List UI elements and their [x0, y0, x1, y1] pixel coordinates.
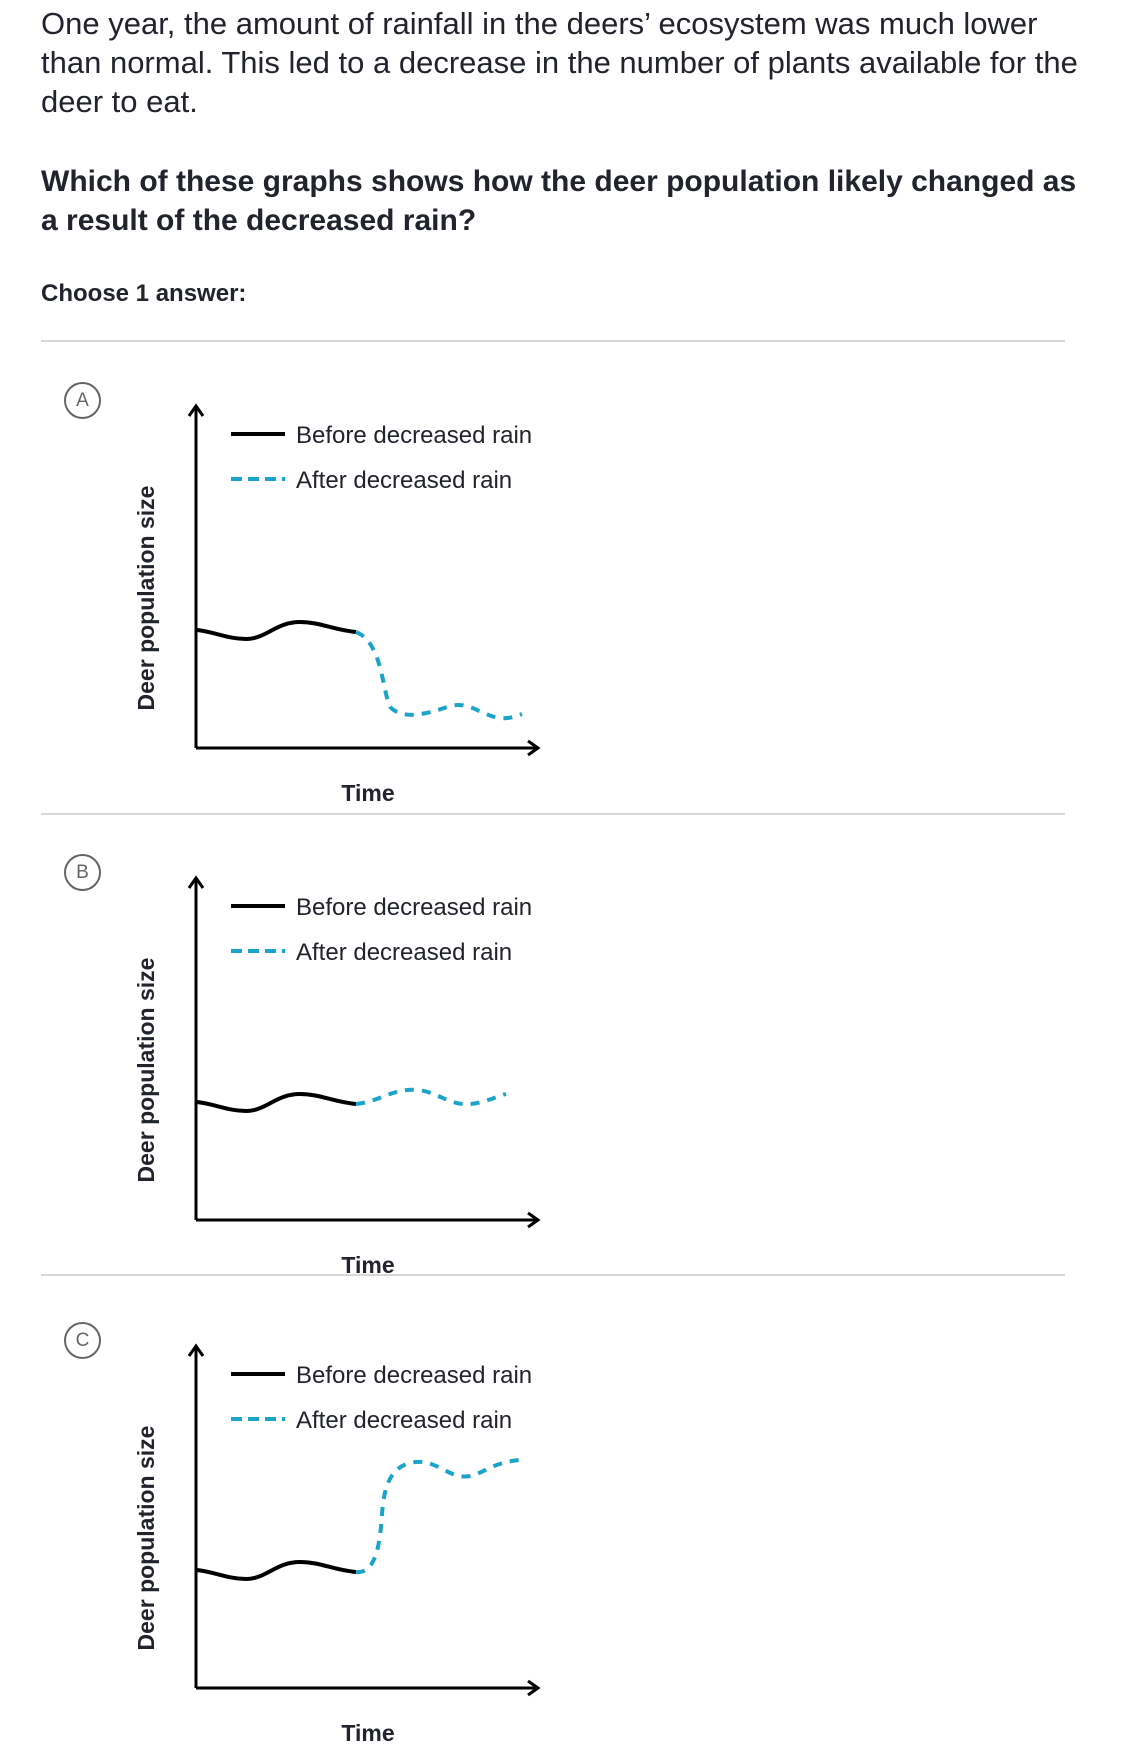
choice-letter-b[interactable]: B — [64, 854, 101, 891]
after-line — [355, 1458, 521, 1574]
after-line — [355, 630, 523, 721]
x-axis-arrow — [527, 739, 541, 757]
x-axis-label: Time — [341, 1720, 394, 1744]
y-axis-arrow — [187, 1343, 205, 1357]
graph-a: Before decreased rain After decreased ra… — [133, 403, 541, 804]
answer-choice-b[interactable]: B Before decreased rain After decreased … — [0, 822, 1142, 1287]
legend-before-label: Before decreased rain — [296, 422, 532, 449]
after-line — [355, 1087, 507, 1107]
x-axis-arrow — [527, 1679, 541, 1697]
intro-text: One year, the amount of rainfall in the … — [41, 6, 1078, 119]
divider — [41, 813, 1065, 815]
divider — [41, 1274, 1065, 1276]
before-line — [196, 1559, 357, 1582]
legend-after-label: After decreased rain — [296, 467, 512, 494]
divider — [41, 340, 1065, 342]
choice-letter-a[interactable]: A — [64, 382, 101, 419]
y-axis-arrow — [187, 403, 205, 417]
y-axis-label: Deer population size — [133, 958, 159, 1183]
choose-label: Choose 1 answer: — [41, 280, 247, 307]
choice-letter-c[interactable]: C — [64, 1322, 101, 1359]
y-axis-label: Deer population size — [133, 486, 159, 711]
legend-before-label: Before decreased rain — [296, 1362, 532, 1389]
x-axis-label: Time — [341, 780, 394, 804]
x-axis-arrow — [527, 1211, 541, 1229]
x-axis-label: Time — [341, 1252, 394, 1276]
y-axis-arrow — [187, 875, 205, 889]
legend-after-label: After decreased rain — [296, 939, 512, 966]
graph-b: Before decreased rain After decreased ra… — [133, 875, 541, 1276]
legend-before-label: Before decreased rain — [296, 894, 532, 921]
legend-after-label: After decreased rain — [296, 1407, 512, 1434]
question-text: Which of these graphs shows how the deer… — [41, 165, 1077, 237]
before-line — [196, 619, 357, 642]
before-line — [196, 1091, 357, 1114]
y-axis-label: Deer population size — [133, 1426, 159, 1651]
answer-choice-a[interactable]: A Before decreased rain After decreased … — [0, 350, 1142, 815]
answer-choice-c[interactable]: C Before decreased rain After decreased … — [0, 1290, 1142, 1755]
graph-c: Before decreased rain After decreased ra… — [133, 1343, 541, 1744]
